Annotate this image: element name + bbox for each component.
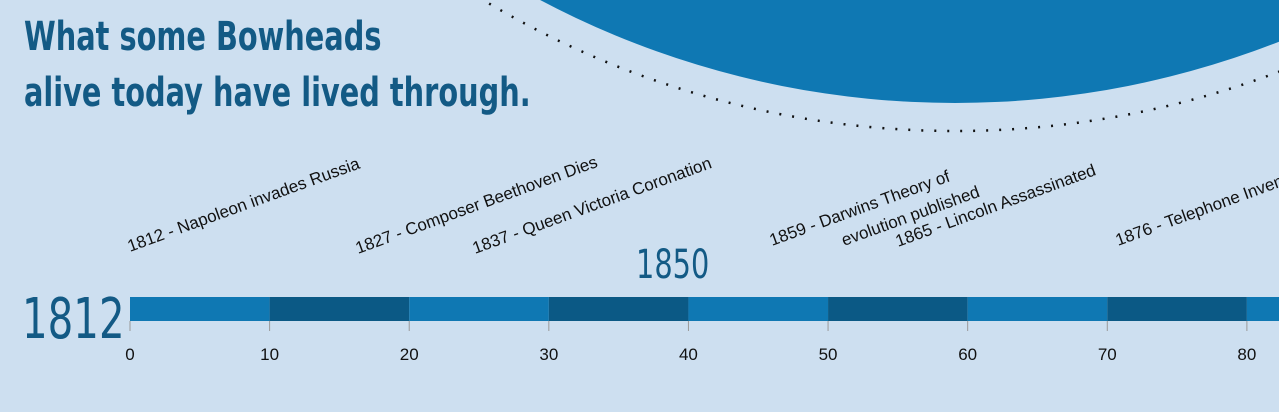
marker-year: 1850 <box>636 242 709 288</box>
event-label: 1876 - Telephone Invented <box>1113 163 1279 250</box>
timeline-segment <box>828 297 968 321</box>
timeline-segment <box>1246 297 1279 321</box>
timeline-segment <box>1107 297 1247 321</box>
timeline-segment <box>130 297 270 321</box>
x-tick-label: 0 <box>125 345 134 364</box>
timeline-segment <box>688 297 829 321</box>
event: 1876 - Telephone Invented <box>1113 163 1279 250</box>
x-tick-label: 10 <box>260 345 279 364</box>
title-line: What some Bowheads <box>24 14 381 60</box>
event-label: 1812 - Napoleon invades Russia <box>125 154 363 256</box>
x-tick-label: 30 <box>539 345 558 364</box>
timeline-segment <box>548 297 689 321</box>
x-tick-label: 70 <box>1098 345 1117 364</box>
x-tick-label: 50 <box>819 345 838 364</box>
event: 1812 - Napoleon invades Russia <box>125 154 363 256</box>
timeline-segment <box>409 297 549 321</box>
x-tick-label: 20 <box>400 345 419 364</box>
title-line: alive today have lived through. <box>24 70 531 116</box>
x-tick-label: 40 <box>679 345 698 364</box>
x-tick-label: 60 <box>958 345 977 364</box>
timeline-segment <box>269 297 410 321</box>
x-tick-label: 80 <box>1237 345 1256 364</box>
timeline-segment <box>967 297 1108 321</box>
start-year: 1812 <box>22 286 125 351</box>
timeline-axis: 0 10 20 30 40 50 60 70 80 <box>125 297 1279 364</box>
decorative-circle <box>540 0 1279 103</box>
